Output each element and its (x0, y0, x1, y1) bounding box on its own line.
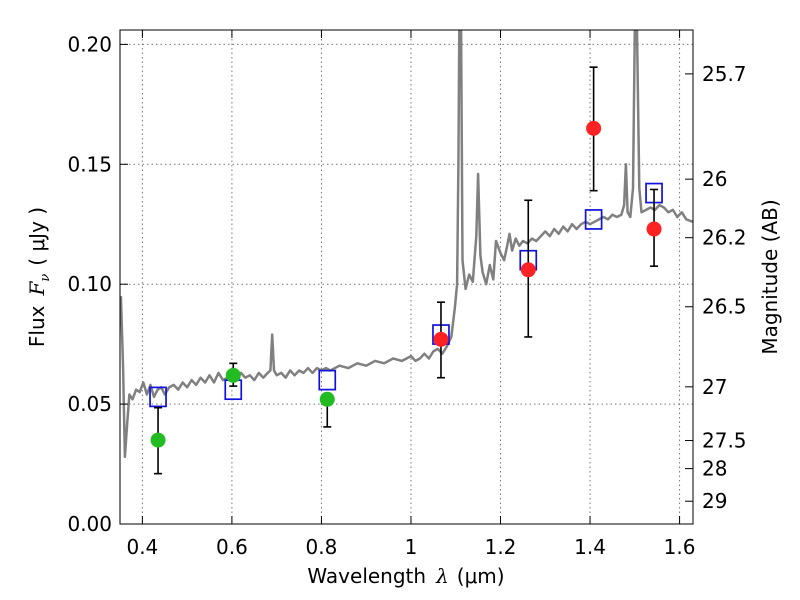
x-tick-label: 0.6 (216, 535, 248, 559)
model-flux-square (149, 386, 167, 408)
x-axis-title-unit: (μm) (457, 564, 505, 588)
y-axis-title-text: Flux (25, 305, 49, 347)
y2-tick-label: 29 (702, 489, 727, 513)
x-tick-label: 1 (405, 535, 418, 559)
observed-flux-point (520, 262, 536, 278)
spectrum-layer (120, 30, 693, 459)
y-axis-title-symbol: F (25, 281, 49, 297)
y-tick-label: 0.15 (67, 152, 112, 176)
observed-flux-point (586, 120, 602, 136)
x-axis-title: Wavelength λ (μm) (307, 564, 504, 588)
y-tick-label: 0.05 (67, 392, 112, 416)
y2-tick-label: 25.7 (702, 62, 747, 86)
observed-flux-point (225, 367, 241, 383)
model-flux-square (318, 369, 337, 391)
x-tick-label: 0.4 (126, 535, 158, 559)
y-tick-label: 0.00 (67, 512, 112, 536)
x-axis-title-symbol: λ (435, 564, 449, 588)
y-axis-title-unit: ( μJy ) (25, 207, 49, 266)
observed-flux-point (150, 432, 166, 448)
y2-tick-label: 28 (702, 457, 727, 481)
x-tick-label: 0.8 (306, 535, 338, 559)
y2-tick-label: 26.2 (702, 226, 747, 250)
y-tick-label: 0.10 (67, 272, 112, 296)
y2-tick-label: 26.5 (702, 295, 747, 319)
model-flux-square (584, 209, 603, 230)
x-tick-label: 1.6 (664, 535, 696, 559)
observed-flux-point (433, 331, 449, 347)
observed-flux-point (646, 221, 662, 237)
plot-frame (119, 29, 694, 525)
y-tick-label: 0.20 (67, 32, 112, 56)
y2-tick-label: 27.5 (702, 429, 747, 453)
y2-axis-title: Magnitude (AB) (758, 199, 782, 354)
x-tick-label: 1.2 (485, 535, 517, 559)
grid-layer (120, 30, 693, 525)
observed-flux-point (319, 391, 335, 407)
y-axis-title: Flux Fν ( μJy ) (25, 207, 53, 347)
marker-layer (149, 66, 663, 475)
x-tick-label: 1.4 (574, 535, 606, 559)
y-axis-title-subscript: ν (38, 274, 53, 282)
tick-layer: 0.4 0.6 0.8 1 1.2 1.4 1.6 0.00 0.05 0.10 0.15 0.20 2… (67, 30, 747, 559)
x-axis-title-text: Wavelength (307, 564, 426, 588)
model-spectrum-line (120, 30, 693, 459)
y2-tick-label: 26 (702, 167, 727, 191)
y2-tick-label: 27 (702, 375, 727, 399)
